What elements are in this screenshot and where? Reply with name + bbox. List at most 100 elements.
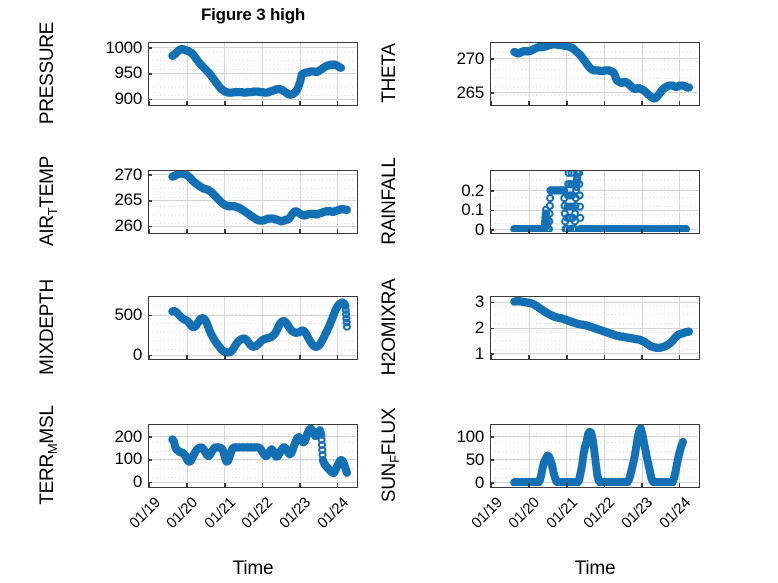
ytick-mark-row1-col1-1 <box>148 72 152 75</box>
axes-row3-col2 <box>490 296 700 360</box>
ytick-label-row1-col2-0: 265 <box>456 82 485 102</box>
xtick-mark-row3-col1-1 <box>186 355 188 359</box>
ytick-label-row2-col2-0: 0 <box>474 219 484 239</box>
xtick-mark-row2-col2-0 <box>490 229 493 233</box>
xtick-label-col2-1: 01/20 <box>505 494 544 532</box>
plot-canvas-row2-col2 <box>491 171 698 232</box>
xtick-mark-row3-col2-5 <box>678 355 681 359</box>
ytick-label-row3-col2-2: 3 <box>474 292 484 312</box>
plot-canvas-row1-col2 <box>491 43 698 104</box>
ytick-mark-row2-col2-2 <box>490 190 494 192</box>
plot-canvas-row4-col1 <box>149 425 356 486</box>
xtick-mark-row3-col2-2 <box>565 355 568 359</box>
xtick-label-col1-0: 01/19 <box>125 494 164 532</box>
ytick-label-row1-col1-1: 950 <box>114 63 143 83</box>
xtick-mark-row2-col1-1 <box>186 229 188 233</box>
ylabel-subscript: F <box>387 455 402 463</box>
ylabel-row4-col2: SUNFFLUX <box>379 380 402 530</box>
ytick-mark-row1-col1-0 <box>148 98 152 101</box>
xtick-label-col1-2: 01/21 <box>200 494 239 532</box>
ytick-label-row3-col1-0: 0 <box>132 345 142 365</box>
ytick-label-row4-col1-2: 200 <box>114 426 143 446</box>
xtick-mark-row1-col1-5 <box>336 101 339 105</box>
ytick-mark-row3-col2-0 <box>490 353 494 355</box>
ytick-label-row4-col1-0: 0 <box>132 472 142 492</box>
ytick-label-row1-col1-2: 1000 <box>105 37 142 57</box>
ytick-mark-row2-col1-2 <box>148 174 152 176</box>
ytick-mark-row4-col2-2 <box>490 436 494 439</box>
xtick-mark-row1-col2-3 <box>603 101 606 105</box>
ytick-label-row4-col2-2: 100 <box>456 426 485 446</box>
xtick-label-col2-3: 01/22 <box>580 494 619 532</box>
ytick-label-row4-col2-1: 50 <box>465 449 485 469</box>
axes-row2-col1 <box>148 170 358 234</box>
ytick-mark-row1-col2-1 <box>490 58 494 60</box>
xtick-mark-row4-col1-4 <box>299 483 301 487</box>
xtick-mark-row4-col2-4 <box>641 483 643 487</box>
xtick-label-col1-3: 01/22 <box>238 494 277 532</box>
ytick-mark-row4-col2-1 <box>490 459 494 461</box>
xtick-mark-row1-col1-1 <box>186 101 188 105</box>
ylabel-tail: TEMP <box>37 155 58 208</box>
axes-row4-col2 <box>490 424 700 488</box>
ytick-label-row4-col2-0: 0 <box>474 472 484 492</box>
ytick-label-row4-col1-1: 100 <box>114 449 143 469</box>
xtick-mark-row1-col2-1 <box>528 101 530 105</box>
xtick-mark-row2-col1-5 <box>336 229 339 233</box>
ytick-mark-row4-col1-0 <box>148 481 152 484</box>
xtick-mark-row3-col2-1 <box>528 355 530 359</box>
xlabel-col1: Time <box>232 558 274 579</box>
xtick-mark-row3-col1-2 <box>223 355 226 359</box>
ytick-label-row3-col2-0: 1 <box>474 343 484 363</box>
xtick-mark-row3-col1-5 <box>336 355 339 359</box>
ytick-label-row1-col2-1: 270 <box>456 48 485 68</box>
xtick-mark-row2-col1-3 <box>261 229 264 233</box>
ytick-mark-row3-col2-1 <box>490 327 494 330</box>
xtick-mark-row3-col2-3 <box>603 355 606 359</box>
ytick-mark-row4-col1-1 <box>148 458 152 461</box>
plot-canvas-row4-col2 <box>491 425 698 486</box>
ytick-label-row2-col1-1: 265 <box>114 190 143 210</box>
ylabel-tail: MSL <box>37 405 58 444</box>
plot-canvas-row1-col1 <box>149 43 356 104</box>
ylabel-subscript: T <box>45 207 60 216</box>
xtick-mark-row2-col1-2 <box>223 229 226 233</box>
ytick-mark-row2-col1-1 <box>148 199 152 202</box>
plot-canvas-row3-col2 <box>491 297 698 358</box>
ytick-label-row1-col1-0: 900 <box>114 89 143 109</box>
xtick-mark-row2-col2-1 <box>528 229 530 233</box>
ytick-mark-row3-col1-1 <box>148 314 152 317</box>
xtick-mark-row3-col1-3 <box>261 355 264 359</box>
ylabel-main: AIR <box>37 215 58 247</box>
plot-canvas-row3-col1 <box>149 297 356 358</box>
ytick-mark-row4-col1-2 <box>148 436 152 438</box>
xtick-mark-row3-col2-0 <box>490 355 493 359</box>
xtick-mark-row3-col1-4 <box>299 355 301 359</box>
xtick-mark-row1-col2-0 <box>490 101 493 105</box>
ylabel-row4-col1: TERRMMSL <box>37 380 60 530</box>
xtick-label-col2-0: 01/19 <box>467 494 506 532</box>
xtick-mark-row4-col2-2 <box>565 483 568 487</box>
ytick-mark-row2-col2-1 <box>490 209 494 212</box>
xtick-mark-row4-col1-3 <box>261 483 264 487</box>
ytick-mark-row3-col2-2 <box>490 301 494 304</box>
xtick-mark-row2-col1-0 <box>148 229 151 233</box>
xtick-mark-row1-col2-2 <box>565 101 568 105</box>
ytick-mark-row1-col1-2 <box>148 47 152 49</box>
ytick-mark-row2-col1-0 <box>148 225 152 228</box>
xtick-mark-row1-col1-4 <box>299 101 301 105</box>
xtick-mark-row1-col1-2 <box>223 101 226 105</box>
ytick-mark-row1-col2-0 <box>490 92 494 94</box>
xtick-mark-row4-col2-0 <box>490 483 493 487</box>
axes-row1-col1 <box>148 42 358 106</box>
xtick-mark-row3-col1-0 <box>148 355 151 359</box>
axes-row2-col2 <box>490 170 700 234</box>
plot-canvas-row2-col1 <box>149 171 356 232</box>
ytick-label-row2-col2-1: 0.1 <box>461 200 484 220</box>
xtick-mark-row4-col1-1 <box>186 483 188 487</box>
ylabel-main: SUN <box>379 462 400 503</box>
xtick-mark-row4-col1-2 <box>223 483 226 487</box>
figure-title: Figure 3 high <box>200 5 306 24</box>
xtick-mark-row4-col2-1 <box>528 483 530 487</box>
